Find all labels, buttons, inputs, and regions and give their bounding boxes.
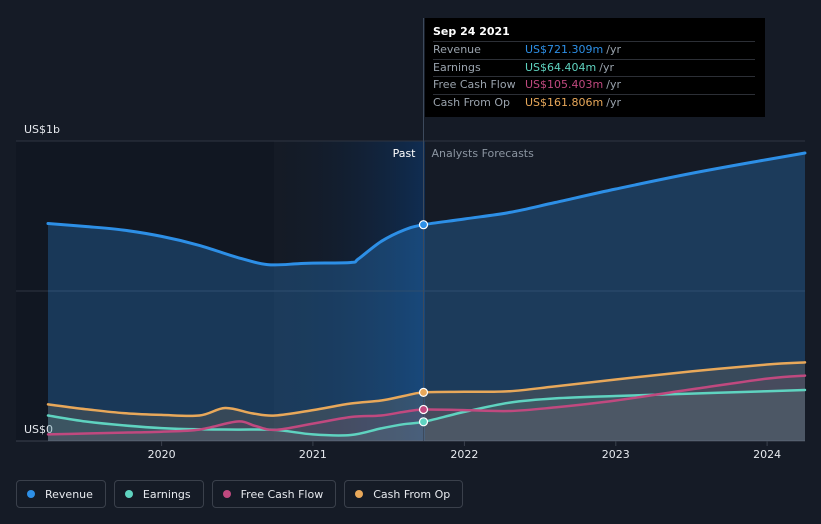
x-tick-label: 2024	[753, 448, 781, 461]
tooltip-unit: /yr	[606, 78, 621, 91]
earnings-area	[48, 390, 805, 441]
legend-dot-icon	[124, 490, 133, 498]
x-tick-label: 2020	[148, 448, 176, 461]
tooltip-label: Cash From Op	[433, 95, 511, 109]
legend-label: Free Cash Flow	[240, 487, 324, 501]
tooltip-label: Revenue	[433, 43, 481, 56]
y-axis-bottom-label: US$0	[24, 423, 53, 436]
tooltip-row-revenue: Revenue US$721.309m /yr	[433, 41, 755, 59]
cash-from-op-line	[46, 361, 807, 418]
tooltip-unit: /yr	[606, 43, 621, 56]
revenue-area	[48, 153, 805, 441]
x-tick-label: 2021	[299, 448, 327, 461]
legend-label: Earnings	[142, 487, 191, 501]
legend-label: Cash From Op	[373, 487, 451, 501]
past-label: Past	[393, 147, 417, 160]
tooltip-value: US$105.403m	[525, 78, 604, 91]
earnings-marker[interactable]	[418, 417, 429, 427]
tooltip-label: Free Cash Flow	[433, 78, 516, 91]
legend-dot-icon	[355, 490, 364, 498]
legend-item-earnings[interactable]: Earnings	[113, 480, 204, 508]
revenue-marker[interactable]	[418, 220, 429, 230]
tooltip-value: US$161.806m	[525, 95, 604, 109]
tooltip-row-free-cash-flow: Free Cash Flow US$105.403m /yr	[433, 76, 755, 94]
legend-item-cash-from-op[interactable]: Cash From Op	[344, 480, 464, 508]
earnings-line	[46, 388, 807, 437]
tooltip: Sep 24 2021 Revenue US$721.309m /yr Earn…	[425, 18, 765, 117]
legend-dot-icon	[27, 490, 35, 498]
tooltip-unit: /yr	[606, 95, 621, 109]
revenue-line	[46, 151, 807, 267]
tooltip-row-cash-from-op: Cash From Op US$161.806m /yr	[433, 93, 755, 112]
x-tick-label: 2023	[602, 448, 630, 461]
legend: Revenue Earnings Free Cash Flow Cash Fro…	[16, 480, 464, 508]
cash-from-op-marker[interactable]	[418, 387, 429, 397]
y-axis-top-label: US$1b	[24, 123, 60, 136]
x-tick-label: 2022	[450, 448, 478, 461]
legend-item-free-cash-flow[interactable]: Free Cash Flow	[211, 480, 337, 508]
tooltip-unit: /yr	[599, 60, 614, 74]
tooltip-label: Earnings	[433, 60, 481, 74]
forecast-label: Analysts Forecasts	[432, 147, 535, 160]
tooltip-date: Sep 24 2021	[433, 25, 510, 38]
free-cash-flow-line	[46, 374, 807, 436]
tooltip-row-earnings: Earnings US$64.404m /yr	[433, 58, 755, 77]
legend-label: Revenue	[45, 487, 93, 501]
free-cash-flow-marker[interactable]	[418, 404, 429, 415]
free-cash-flow-area	[48, 375, 805, 441]
tooltip-value: US$64.404m	[525, 60, 597, 74]
legend-item-revenue[interactable]: Revenue	[16, 480, 106, 508]
legend-dot-icon	[222, 490, 231, 498]
tooltip-value: US$721.309m	[525, 43, 604, 56]
